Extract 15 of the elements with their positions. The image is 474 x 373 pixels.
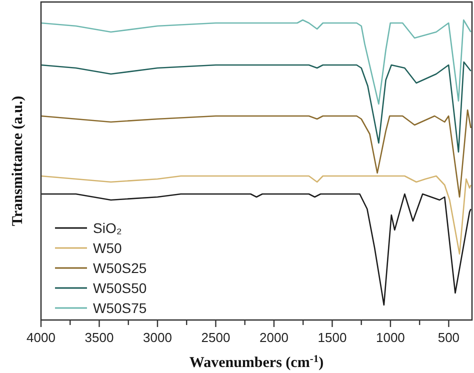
x-tick-label: 2500 [201, 330, 230, 345]
x-tick-label: 4000 [26, 330, 56, 345]
x-tick-label: 3000 [143, 330, 172, 345]
legend-label: W50 [93, 240, 122, 256]
legend-label: W50S50 [93, 280, 147, 296]
y-axis-title: Transmittance (a.u.) [10, 96, 26, 226]
legend-label: SiO₂ [93, 220, 122, 236]
x-tick-label: 1500 [318, 330, 347, 345]
legend-label: W50S25 [93, 260, 147, 276]
x-axis-title: Wavenumbers (cm$^{-1}$) [189, 354, 324, 371]
x-tick-label: 2000 [260, 330, 288, 345]
legend-label: W50S75 [93, 300, 147, 316]
x-tick-label: 1000 [376, 330, 405, 345]
x-tick-label: 500 [438, 330, 460, 345]
x-tick-label: 3500 [84, 330, 114, 345]
